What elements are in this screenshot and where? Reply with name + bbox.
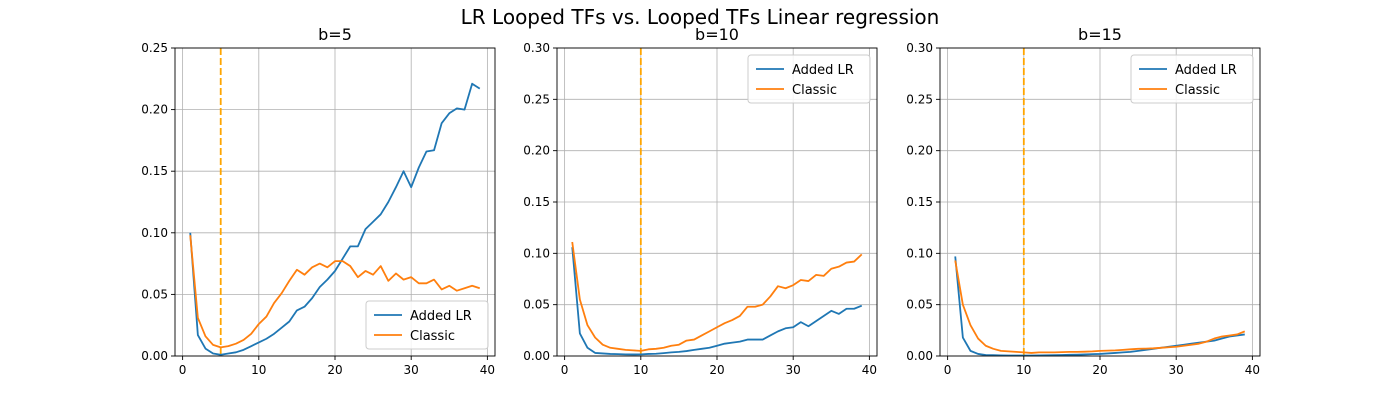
subplot-1: 0 10 20 30 40 0.00 0.05 0.10 0.15 0.20 0.25 b=5 Adde…	[141, 25, 496, 377]
figure-title: LR Looped TFs vs. Looped TFs Linear regr…	[461, 5, 940, 29]
y-tick-label: 0.25	[523, 92, 550, 106]
x-tick-label: 40	[480, 363, 495, 377]
x-tick-label: 10	[633, 363, 648, 377]
y-tick-label: 0.25	[906, 92, 933, 106]
legend-label: Classic	[1175, 83, 1220, 98]
y-tick-label: 0.05	[141, 287, 168, 301]
x-tick-label: 30	[1169, 363, 1184, 377]
subplot-title: b=10	[695, 25, 739, 44]
y-tick-label: 0.30	[523, 41, 550, 55]
legend: Added LR Classic	[747, 54, 871, 104]
y-tick-label: 0.20	[141, 103, 168, 117]
series-line-added-lr	[571, 247, 863, 356]
series-line-added-lr	[954, 256, 1245, 356]
x-tick-label: 40	[1245, 363, 1260, 377]
subplot-title: b=5	[318, 25, 352, 44]
series-line-classic	[571, 241, 863, 352]
legend-label: Added LR	[792, 63, 854, 78]
y-tick-label: 0.20	[523, 144, 550, 158]
y-tick-label: 0.10	[141, 226, 168, 240]
y-tick-label: 0.25	[141, 41, 168, 55]
x-tick-label: 10	[251, 363, 266, 377]
subplot-2: 0 10 20 30 40 0.00 0.05 0.10 0.15 0.20 0.25 0.30 b=1…	[523, 25, 878, 377]
x-tick-label: 20	[327, 363, 342, 377]
y-tick-label: 0.00	[523, 349, 550, 363]
legend-box	[747, 54, 871, 104]
y-tick-label: 0.15	[906, 195, 933, 209]
x-tick-label: 10	[1016, 363, 1031, 377]
x-tick-label: 20	[709, 363, 724, 377]
y-tick-label: 0.10	[906, 246, 933, 260]
x-tick-label: 30	[404, 363, 419, 377]
x-tick-label: 0	[561, 363, 569, 377]
x-tick-label: 0	[944, 363, 952, 377]
y-tick-label: 0.05	[523, 298, 550, 312]
y-tick-label: 0.00	[141, 349, 168, 363]
x-tick-label: 30	[786, 363, 801, 377]
x-tick-label: 0	[179, 363, 187, 377]
legend-box	[1130, 54, 1254, 104]
y-tick-label: 0.15	[523, 195, 550, 209]
y-tick-label: 0.30	[906, 41, 933, 55]
y-tick-label: 0.20	[906, 144, 933, 158]
x-tick-label: 20	[1092, 363, 1107, 377]
legend: Added LR Classic	[1130, 54, 1254, 104]
legend-label: Classic	[792, 83, 837, 98]
legend: Added LR Classic	[365, 300, 489, 350]
subplot-title: b=15	[1078, 25, 1122, 44]
series-line-classic	[189, 235, 481, 349]
legend-label: Added LR	[410, 309, 472, 324]
series-line-added-lr	[189, 82, 481, 356]
subplot-3: 0 10 20 30 40 0.00 0.05 0.10 0.15 0.20 0.25 0.30 b=1…	[906, 25, 1261, 377]
y-tick-label: 0.10	[523, 246, 550, 260]
legend-label: Classic	[410, 329, 455, 344]
legend-box	[365, 300, 489, 350]
y-tick-label: 0.05	[906, 298, 933, 312]
series-line-classic	[954, 260, 1246, 354]
y-tick-label: 0.00	[906, 349, 933, 363]
legend-label: Added LR	[1175, 63, 1237, 78]
y-tick-label: 0.15	[141, 164, 168, 178]
x-tick-label: 40	[862, 363, 877, 377]
